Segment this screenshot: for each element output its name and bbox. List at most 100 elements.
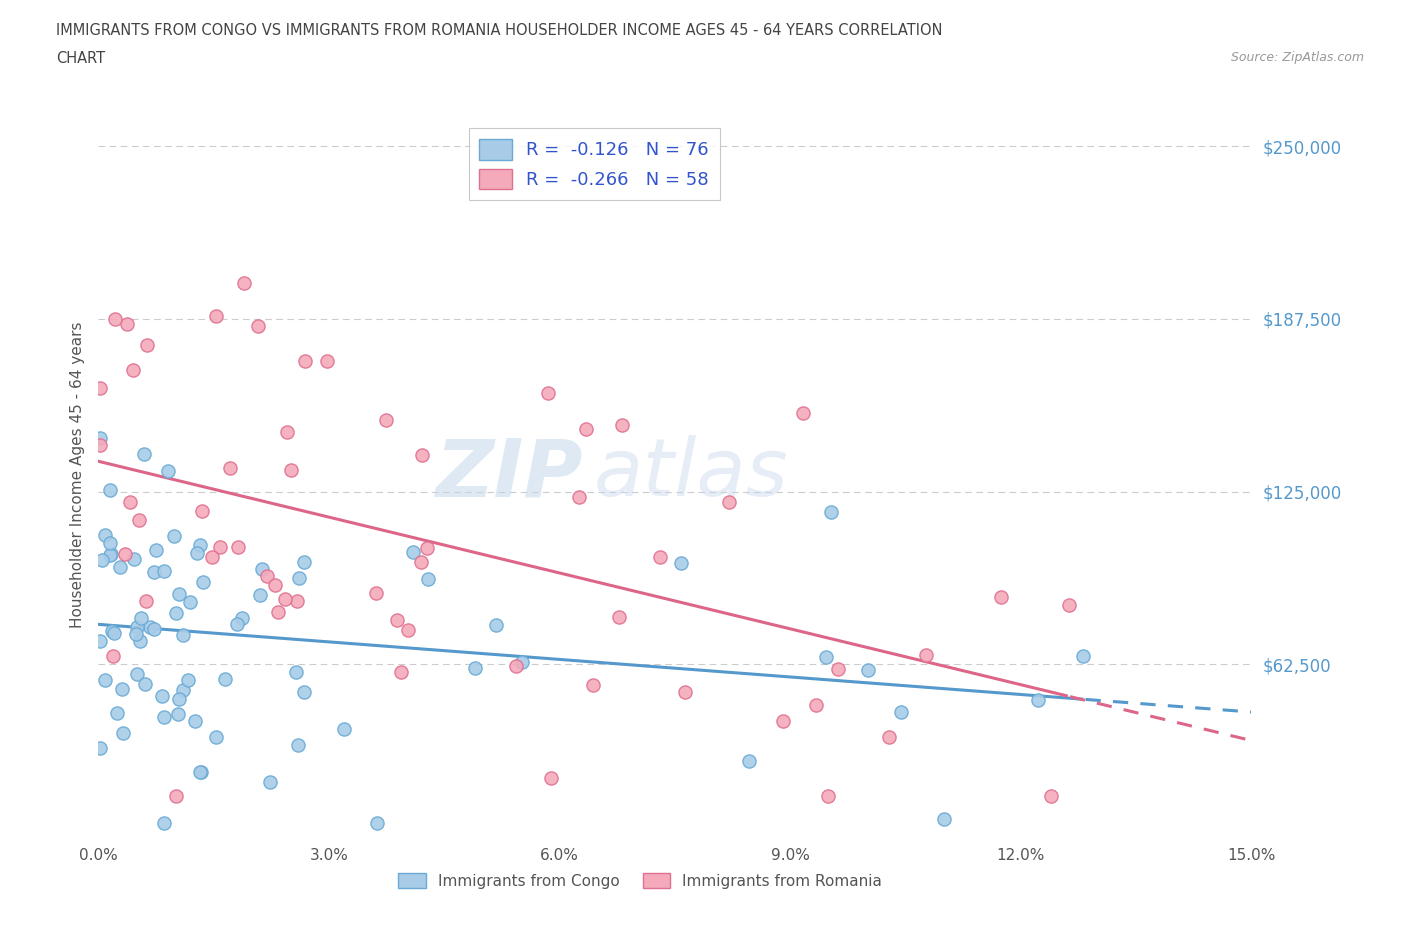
Point [285,665,308,680]
Point [93,672,115,687]
Text: atlas: atlas [595,435,789,513]
Point [990,590,1012,604]
Text: ZIP: ZIP [436,435,582,513]
Point [122,551,145,566]
Point [366,586,388,601]
Point [285,593,308,608]
Point [129,610,152,625]
Point [145,542,167,557]
Point [135,593,157,608]
Point [104,312,127,326]
Point [122,363,145,378]
Point [89,634,111,649]
Point [610,418,633,432]
Point [375,413,398,428]
Point [101,624,124,639]
Point [402,544,425,559]
Point [247,318,270,333]
Point [249,588,271,603]
Point [315,353,337,368]
Point [856,662,879,677]
Point [135,338,157,352]
Point [1026,693,1049,708]
Point [98,548,121,563]
Point [226,617,249,631]
Point [100,536,122,551]
Point [256,568,278,583]
Point [827,661,849,676]
Point [152,710,174,724]
Point [100,547,122,562]
Point [183,714,205,729]
Point [201,550,224,565]
Point [103,626,125,641]
Point [575,422,598,437]
Text: CHART: CHART [56,51,105,66]
Point [193,575,215,590]
Point [231,611,253,626]
Point [167,691,190,706]
Point [165,788,187,803]
Point [537,386,560,401]
Point [127,619,149,634]
Point [815,650,838,665]
Point [274,591,297,606]
Point [396,623,419,638]
Point [208,539,231,554]
Text: IMMIGRANTS FROM CONGO VS IMMIGRANTS FROM ROMANIA HOUSEHOLDER INCOME AGES 45 - 64: IMMIGRANTS FROM CONGO VS IMMIGRANTS FROM… [56,23,943,38]
Point [267,604,290,619]
Point [205,730,228,745]
Point [143,621,166,636]
Point [510,655,533,670]
Point [233,275,256,290]
Point [115,317,138,332]
Point [416,572,439,587]
Point [143,565,166,580]
Point [152,816,174,830]
Point [932,812,955,827]
Point [1040,788,1063,803]
Point [150,689,173,704]
Point [89,381,111,396]
Point [153,564,176,578]
Point [90,552,112,567]
Point [89,437,111,452]
Point [673,684,696,699]
Point [385,612,408,627]
Point [464,660,486,675]
Point [156,463,179,478]
Point [163,528,186,543]
Point [172,683,194,698]
Point [292,684,315,699]
Point [287,737,309,752]
Point [205,308,228,323]
Point [568,490,591,505]
Point [166,707,188,722]
Point [191,504,214,519]
Point [103,648,125,663]
Point [607,610,630,625]
Point [582,677,605,692]
Point [218,460,240,475]
Point [540,770,562,785]
Point [179,594,201,609]
Legend: Immigrants from Congo, Immigrants from Romania: Immigrants from Congo, Immigrants from R… [392,867,889,895]
Point [134,676,156,691]
Point [127,667,149,682]
Point [89,431,111,445]
Point [280,463,302,478]
Point [167,587,190,602]
Point [484,618,506,632]
Point [172,628,194,643]
Point [772,713,794,728]
Point [890,705,912,720]
Point [411,554,433,569]
Point [177,672,200,687]
Y-axis label: Householder Income Ages 45 - 64 years: Householder Income Ages 45 - 64 years [69,321,84,628]
Point [879,729,901,744]
Point [139,619,162,634]
Point [188,764,211,779]
Point [820,504,842,519]
Point [226,539,249,554]
Point [738,754,761,769]
